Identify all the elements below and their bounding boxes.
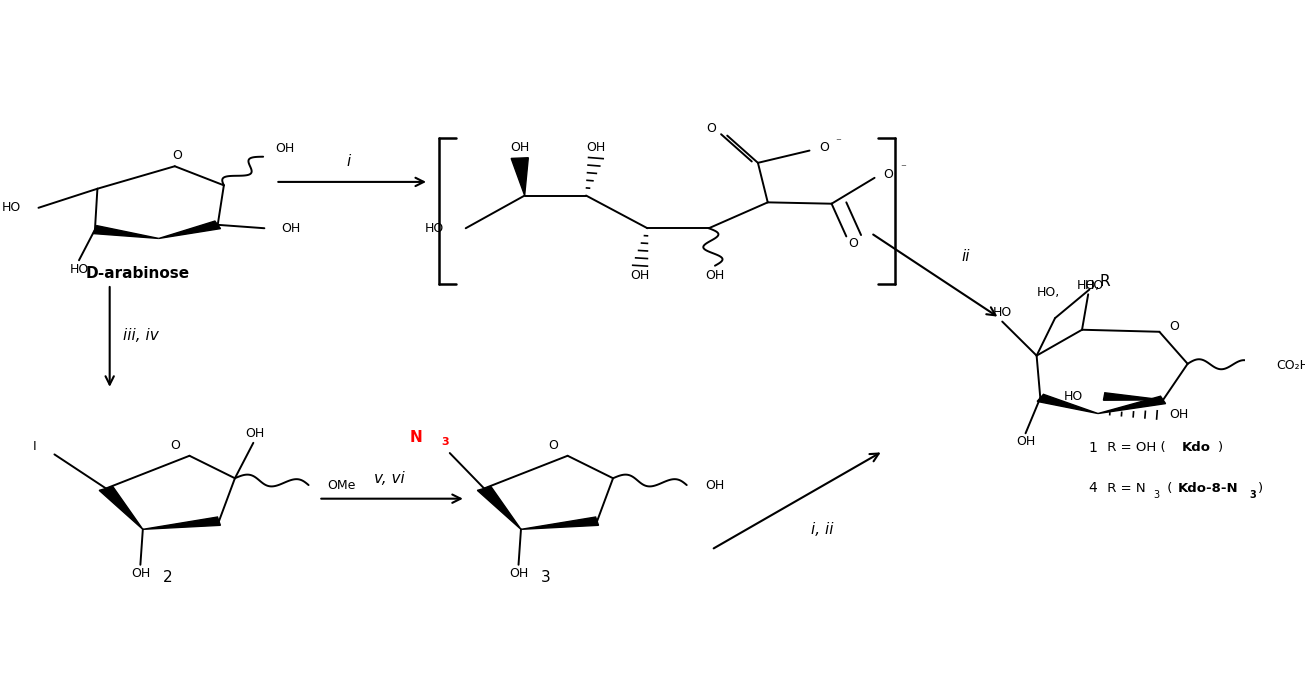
Text: HO: HO bbox=[993, 306, 1011, 319]
Text: HO: HO bbox=[1064, 390, 1083, 403]
Text: O: O bbox=[172, 149, 183, 162]
Text: 2: 2 bbox=[163, 570, 172, 585]
Text: OH: OH bbox=[130, 567, 150, 580]
Text: i: i bbox=[347, 154, 351, 169]
Text: CO₂H: CO₂H bbox=[1276, 358, 1305, 371]
Text: R = N: R = N bbox=[1103, 482, 1146, 495]
Text: OH: OH bbox=[630, 269, 650, 282]
Text: OH: OH bbox=[705, 479, 724, 492]
Polygon shape bbox=[159, 221, 221, 239]
Polygon shape bbox=[99, 486, 142, 529]
Text: 1: 1 bbox=[1088, 440, 1098, 455]
Text: 3: 3 bbox=[1249, 490, 1255, 500]
Text: OH: OH bbox=[705, 269, 724, 282]
Text: ): ) bbox=[1258, 482, 1263, 495]
Text: O: O bbox=[883, 168, 893, 181]
Text: 3: 3 bbox=[441, 437, 449, 447]
Text: OH: OH bbox=[245, 428, 264, 440]
Text: ⁻: ⁻ bbox=[835, 137, 842, 147]
Text: 3: 3 bbox=[540, 570, 551, 585]
Text: i, ii: i, ii bbox=[810, 522, 833, 537]
Text: iii, iv: iii, iv bbox=[123, 328, 158, 343]
Text: OH: OH bbox=[586, 142, 606, 155]
Text: O: O bbox=[170, 439, 180, 452]
Text: HO: HO bbox=[3, 201, 21, 214]
Text: O: O bbox=[548, 439, 557, 452]
Text: ): ) bbox=[1219, 441, 1224, 454]
Polygon shape bbox=[512, 158, 529, 196]
Text: OH: OH bbox=[510, 142, 530, 155]
Text: HO,: HO, bbox=[1077, 279, 1100, 292]
Text: R = OH (: R = OH ( bbox=[1103, 441, 1165, 454]
Text: O: O bbox=[820, 142, 829, 155]
Text: D-arabinose: D-arabinose bbox=[86, 266, 191, 281]
Text: O: O bbox=[1169, 320, 1178, 333]
Text: OH: OH bbox=[282, 222, 301, 235]
Text: I: I bbox=[33, 440, 37, 453]
Polygon shape bbox=[142, 517, 221, 529]
Polygon shape bbox=[1098, 396, 1165, 414]
Polygon shape bbox=[478, 486, 521, 529]
Text: Kdo: Kdo bbox=[1181, 441, 1211, 454]
Text: O: O bbox=[848, 237, 859, 250]
Text: HO,: HO, bbox=[1036, 286, 1060, 299]
Text: N: N bbox=[410, 430, 423, 445]
Text: OH: OH bbox=[509, 567, 529, 580]
Text: ii: ii bbox=[962, 250, 970, 264]
Text: (: ( bbox=[1163, 482, 1172, 495]
Text: HO: HO bbox=[1084, 279, 1104, 292]
Text: Kdo-8-N: Kdo-8-N bbox=[1178, 482, 1238, 495]
Text: OH: OH bbox=[1169, 408, 1189, 421]
Text: 4: 4 bbox=[1088, 482, 1098, 495]
Polygon shape bbox=[1104, 393, 1163, 400]
Polygon shape bbox=[521, 517, 599, 529]
Text: OH: OH bbox=[275, 142, 295, 155]
Text: HO: HO bbox=[424, 222, 444, 235]
Text: OH: OH bbox=[1015, 435, 1035, 448]
Text: R: R bbox=[1099, 274, 1109, 289]
Text: HO: HO bbox=[69, 263, 89, 276]
Polygon shape bbox=[1037, 394, 1098, 414]
Text: OMe: OMe bbox=[328, 479, 355, 492]
Text: v, vi: v, vi bbox=[375, 471, 405, 486]
Text: O: O bbox=[706, 122, 716, 135]
Text: ⁻: ⁻ bbox=[900, 163, 906, 173]
Polygon shape bbox=[93, 226, 159, 239]
Text: 3: 3 bbox=[1154, 490, 1159, 500]
